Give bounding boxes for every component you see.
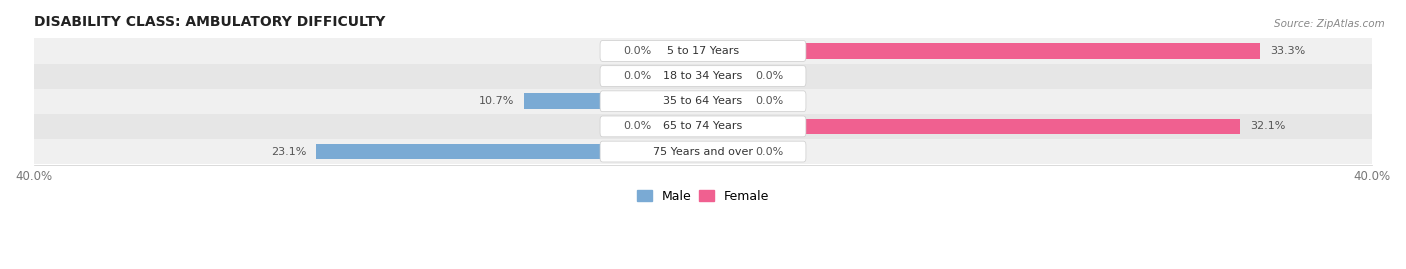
Bar bbox=[661, 43, 703, 59]
Text: 0.0%: 0.0% bbox=[623, 71, 651, 81]
FancyBboxPatch shape bbox=[600, 116, 806, 137]
Legend: Male, Female: Male, Female bbox=[631, 185, 775, 208]
Bar bbox=[703, 93, 745, 109]
Text: 33.3%: 33.3% bbox=[1271, 46, 1306, 56]
Text: DISABILITY CLASS: AMBULATORY DIFFICULTY: DISABILITY CLASS: AMBULATORY DIFFICULTY bbox=[34, 15, 385, 29]
Bar bbox=[34, 89, 1372, 114]
Bar bbox=[34, 114, 1372, 139]
Bar bbox=[661, 119, 703, 134]
Text: 65 to 74 Years: 65 to 74 Years bbox=[664, 121, 742, 132]
Bar bbox=[34, 63, 1372, 89]
FancyBboxPatch shape bbox=[600, 66, 806, 87]
FancyBboxPatch shape bbox=[600, 141, 806, 162]
Bar bbox=[703, 43, 1260, 59]
Bar bbox=[316, 144, 703, 159]
Bar bbox=[34, 38, 1372, 63]
Bar bbox=[524, 93, 703, 109]
Text: 0.0%: 0.0% bbox=[623, 46, 651, 56]
Text: 0.0%: 0.0% bbox=[755, 147, 783, 157]
Bar bbox=[703, 119, 1240, 134]
Bar bbox=[703, 144, 745, 159]
Bar bbox=[34, 139, 1372, 164]
Text: 10.7%: 10.7% bbox=[478, 96, 513, 106]
Text: 0.0%: 0.0% bbox=[623, 121, 651, 132]
Text: 5 to 17 Years: 5 to 17 Years bbox=[666, 46, 740, 56]
Text: 75 Years and over: 75 Years and over bbox=[652, 147, 754, 157]
Bar bbox=[661, 68, 703, 84]
Text: 32.1%: 32.1% bbox=[1250, 121, 1285, 132]
Text: 18 to 34 Years: 18 to 34 Years bbox=[664, 71, 742, 81]
Text: 23.1%: 23.1% bbox=[271, 147, 307, 157]
FancyBboxPatch shape bbox=[600, 91, 806, 112]
Text: 0.0%: 0.0% bbox=[755, 71, 783, 81]
FancyBboxPatch shape bbox=[600, 41, 806, 61]
Text: Source: ZipAtlas.com: Source: ZipAtlas.com bbox=[1274, 19, 1385, 29]
Text: 0.0%: 0.0% bbox=[755, 96, 783, 106]
Bar bbox=[703, 68, 745, 84]
Text: 35 to 64 Years: 35 to 64 Years bbox=[664, 96, 742, 106]
